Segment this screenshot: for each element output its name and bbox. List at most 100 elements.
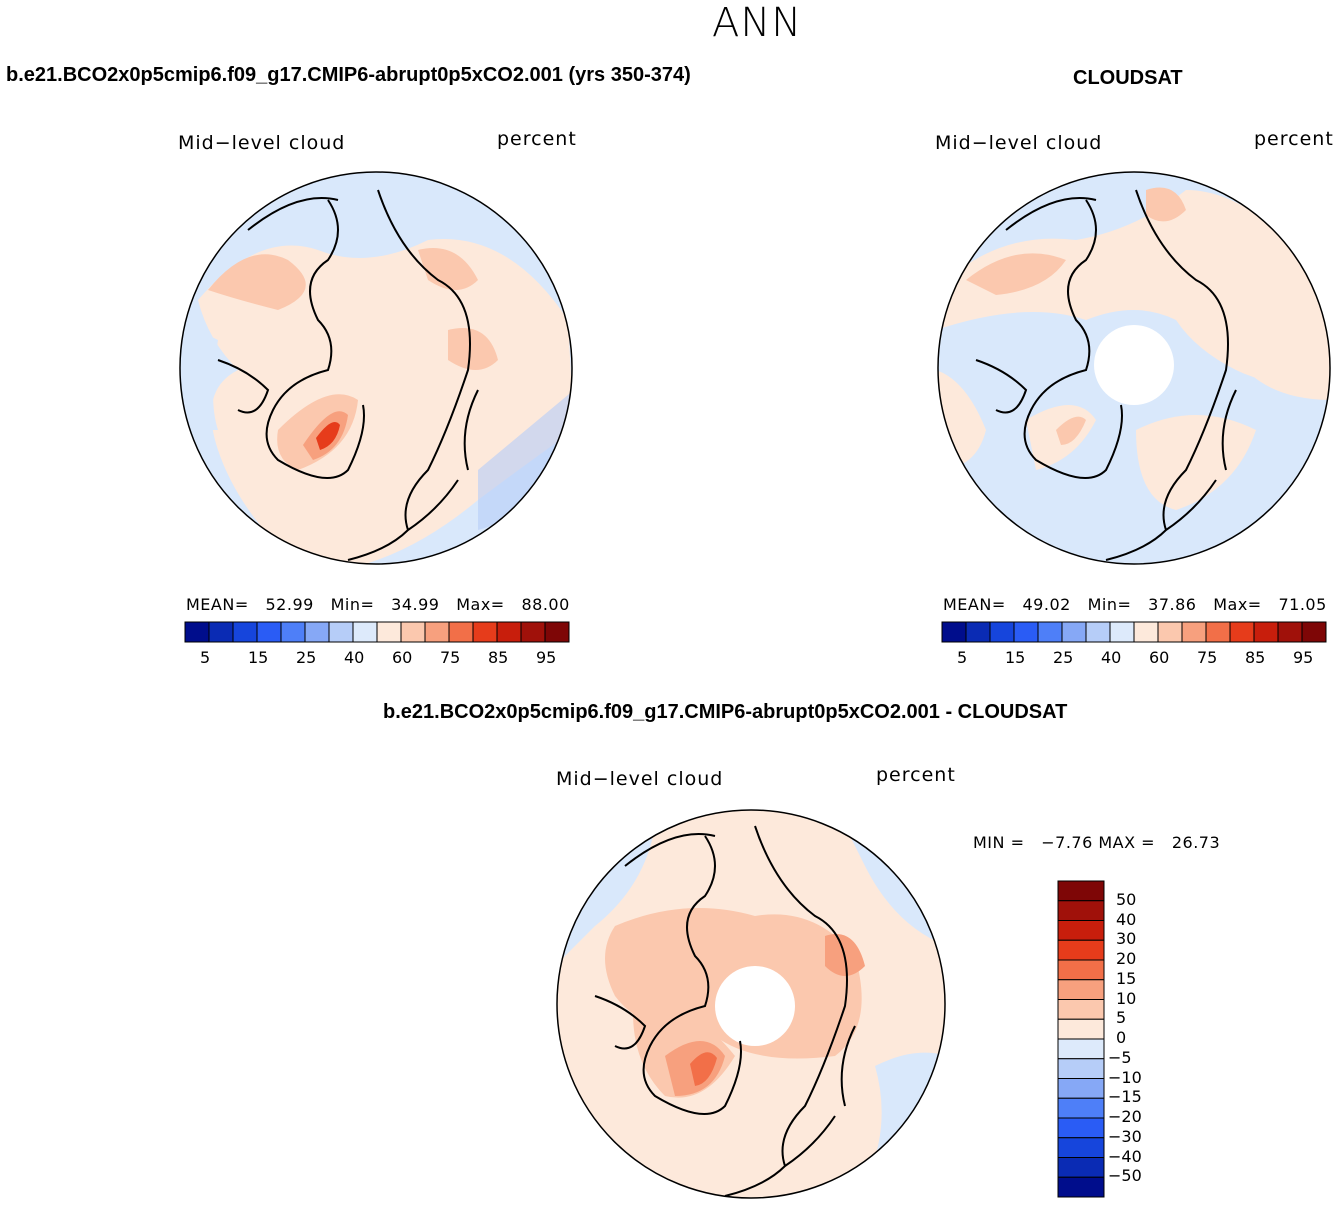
panel1-colorbar-swatch [256,621,282,643]
panel1-colorbar-swatch [328,621,354,643]
panel3-colorbar-tick-label: −15 [1108,1087,1142,1107]
panel1-variable-label: Mid−level cloud [178,132,346,154]
season-title: ANN [712,0,803,46]
panel3-colorbar-tick-label: −5 [1108,1047,1132,1067]
panel1-colorbar-tick-label: 60 [392,648,413,667]
panel2-colorbar-swatch [1301,621,1327,643]
panel3-variable-label: Mid−level cloud [556,768,724,790]
panel2-colorbar-tick-label: 5 [957,648,968,667]
panel3-stats: MIN = −7.76 MAX = 26.73 [973,833,1220,852]
panel3-colorbar-swatch [1057,1038,1105,1060]
panel3-title: b.e21.BCO2x0p5cmip6.f09_g17.CMIP6-abrupt… [383,701,1068,723]
panel1-stats: MEAN= 52.99 Min= 34.99 Max= 88.00 [186,595,570,614]
panel3-min-value: −7.76 [1041,833,1093,852]
panel1-colorbar-swatch [304,621,330,643]
panel2-max-label: Max= [1213,595,1262,614]
panel1-colorbar-tick-label: 95 [536,648,557,667]
panel2-colorbar-tick-label: 85 [1245,648,1266,667]
panel3-colorbar-swatch [1057,1157,1105,1178]
panel2-colorbar-swatch [941,621,967,643]
panel2-title: CLOUDSAT [1073,67,1183,89]
panel2-colorbar-swatch [1037,621,1063,643]
panel1-max-label: Max= [456,595,505,614]
panel3-colorbar-swatch [1057,939,1105,961]
panel1-units-label: percent [497,128,577,150]
panel2-colorbar-tick-label: 25 [1053,648,1074,667]
panel1-colorbar-swatch [424,621,450,643]
panel2-max-value: 71.05 [1278,595,1327,614]
panel2-mean-label: MEAN= [943,595,1006,614]
panel1-min-value: 34.99 [391,595,440,614]
panel3-colorbar-tick-label: 5 [1116,1008,1127,1028]
panel1-colorbar-swatch [352,621,378,643]
panel2-colorbar-labels: 5 15 25 40 60 75 85 95 [942,648,1326,668]
panel1-colorbar-tick-label: 40 [344,648,365,667]
panel1-mean-value: 52.99 [265,595,314,614]
panel1-colorbar-tick-label: 25 [296,648,317,667]
panel3-colorbar-tick-label: 20 [1116,949,1137,968]
panel1-colorbar-swatch [448,621,474,643]
panel2-colorbar-tick-label: 95 [1293,648,1314,667]
panel2-colorbar-swatch [1013,621,1039,643]
panel2-colorbar-swatch [1085,621,1111,643]
panel2-colorbar-swatch [965,621,991,643]
panel2-colorbar-tick-label: 75 [1197,648,1218,667]
panel3-colorbar-swatch [1057,999,1105,1020]
panel3-colorbar-swatch [1057,959,1105,981]
panel2-variable-label: Mid−level cloud [935,132,1103,154]
panel3-min-label: MIN = [973,833,1025,852]
panel2-colorbar-swatch [1157,621,1183,643]
panel3-colorbar-swatch [1057,1058,1105,1079]
panel2-colorbar-swatch [1277,621,1303,643]
panel2-colorbar-swatch [1109,621,1135,643]
panel1-colorbar-tick-label: 75 [440,648,461,667]
panel2-colorbar-tick-label: 40 [1101,648,1122,667]
panel2-mean-value: 49.02 [1022,595,1071,614]
panel2-min-label: Min= [1087,595,1132,614]
panel1-colorbar-swatch [280,621,306,643]
panel3-map [556,809,946,1199]
panel2-colorbar-swatch [1205,621,1231,643]
panel1-colorbar [184,621,570,643]
panel1-colorbar-swatch [400,621,426,643]
panel2-colorbar-swatch [1253,621,1279,643]
panel1-colorbar-swatch [184,621,210,643]
panel3-colorbar-tick-label: −40 [1108,1146,1142,1166]
panel1-colorbar-tick-label: 15 [248,648,269,667]
panel2-colorbar-swatch [1061,621,1087,643]
panel3-colorbar-tick-label: −10 [1108,1067,1142,1087]
panel3-colorbar-swatch [1057,1097,1105,1119]
panel2-colorbar-tick-label: 60 [1149,648,1170,667]
panel3-colorbar-labels: 50 40 30 20 15 10 5 0 −5 −10 −15 −20 −30 −40 −50 [1108,881,1168,1197]
panel3-max-value: 26.73 [1171,833,1221,852]
panel3-colorbar-swatch [1057,880,1105,902]
panel2-colorbar-swatch [1229,621,1255,643]
panel1-colorbar-swatch [472,621,498,643]
panel3-max-label: MAX = [1098,833,1156,852]
panel2-units-label: percent [1254,128,1334,150]
panel2-map [937,171,1331,565]
panel3-colorbar [1057,880,1105,1198]
panel3-colorbar-tick-label: 50 [1116,889,1137,909]
panel2-colorbar-swatch [989,621,1015,643]
panel1-mean-label: MEAN= [186,595,249,614]
panel3-colorbar-swatch [1057,1176,1105,1198]
panel1-colorbar-swatch [520,621,546,643]
panel1-colorbar-swatch [208,621,234,643]
panel2-colorbar-tick-label: 15 [1005,648,1026,667]
panel3-colorbar-tick-label: 40 [1116,909,1137,929]
panel3-colorbar-tick-label: −20 [1108,1107,1142,1126]
panel3-colorbar-tick-label: −30 [1108,1126,1142,1146]
panel3-units-label: percent [876,764,956,786]
panel1-colorbar-swatch [232,621,258,643]
panel2-min-value: 37.86 [1148,595,1197,614]
panel2-colorbar-swatch [1133,621,1159,643]
panel3-colorbar-swatch [1057,900,1105,921]
panel1-colorbar-swatch [496,621,522,643]
panel3-colorbar-swatch [1057,920,1105,941]
panel1-max-value: 88.00 [521,595,570,614]
panel3-colorbar-swatch [1057,1078,1105,1099]
panel3-colorbar-swatch [1057,1137,1105,1158]
panel3-colorbar-swatch [1057,1018,1105,1040]
panel2-colorbar [941,621,1327,643]
